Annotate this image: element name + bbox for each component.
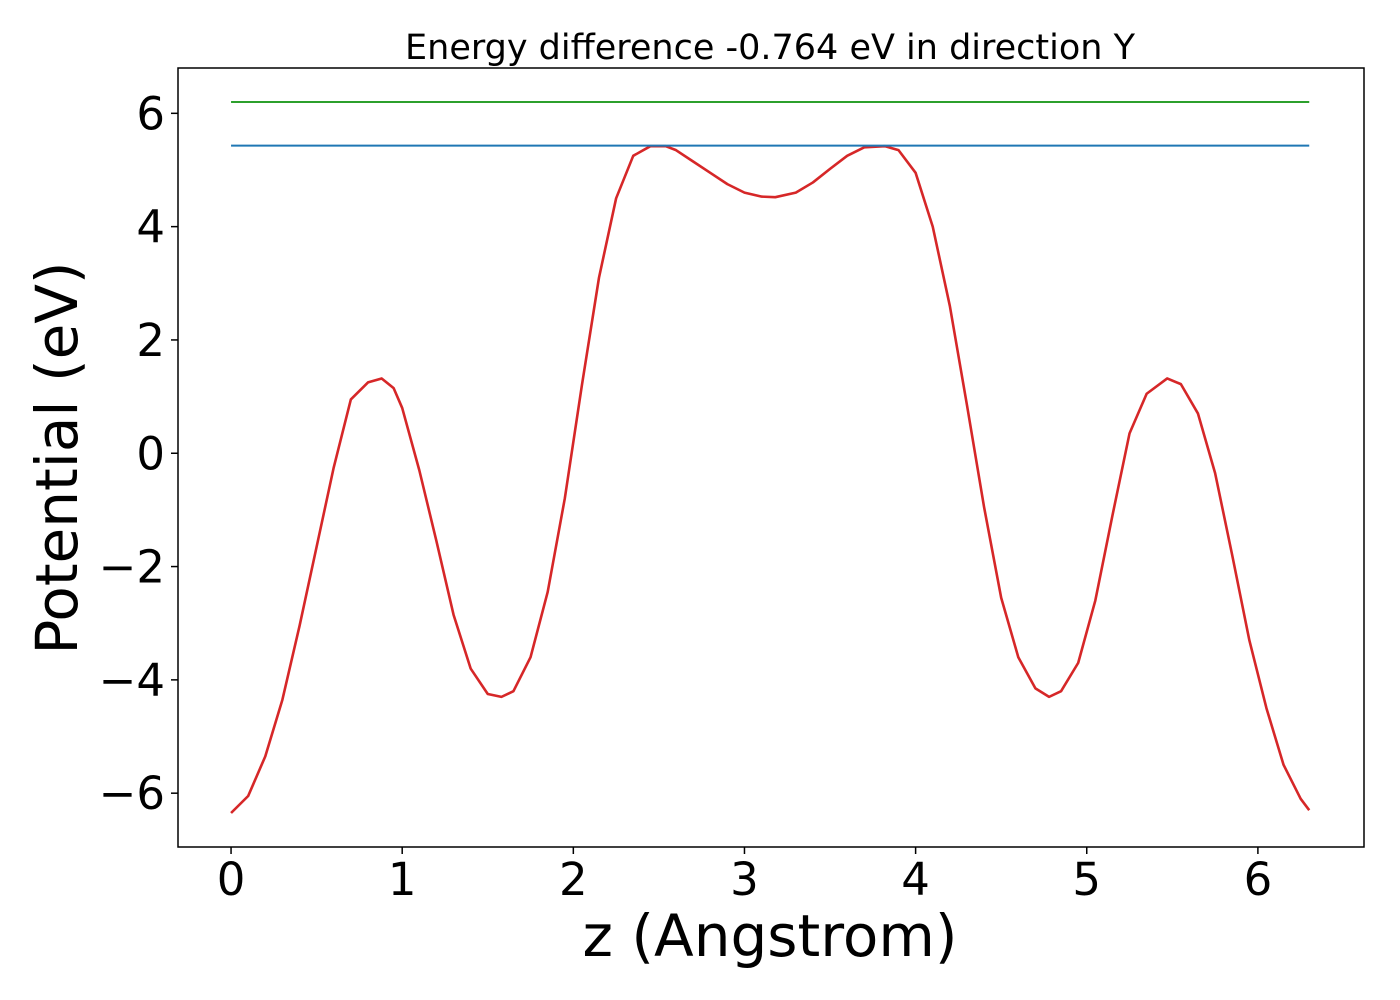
y-tick-label: −4 [99,654,165,707]
x-tick-label: 1 [388,853,417,906]
x-tick-label: 2 [559,853,588,906]
series-line-0 [230,144,1311,814]
chart-title: Energy difference -0.764 eV in direction… [405,28,1136,68]
x-axis-ticks: 0 1 2 3 4 5 6 [217,847,1272,906]
x-tick-label: 3 [730,853,759,906]
plot-area [230,100,1311,814]
x-tick-label: 0 [217,853,246,906]
y-axis-label: Potential (eV) [23,261,91,654]
y-axis-ticks: −6 −4 −2 0 2 4 6 [99,87,178,820]
x-tick-label: 6 [1244,853,1273,906]
x-tick-label: 5 [1072,853,1101,906]
x-tick-label: 4 [901,853,930,906]
plot-frame [177,67,1365,848]
y-tick-label: 4 [136,201,165,254]
x-axis-label: z (Angstrom) [583,902,958,970]
y-tick-label: 0 [136,427,165,480]
y-tick-label: −2 [99,541,165,594]
y-tick-label: −6 [99,767,165,820]
y-tick-label: 2 [136,314,165,367]
y-tick-label: 6 [136,87,165,140]
